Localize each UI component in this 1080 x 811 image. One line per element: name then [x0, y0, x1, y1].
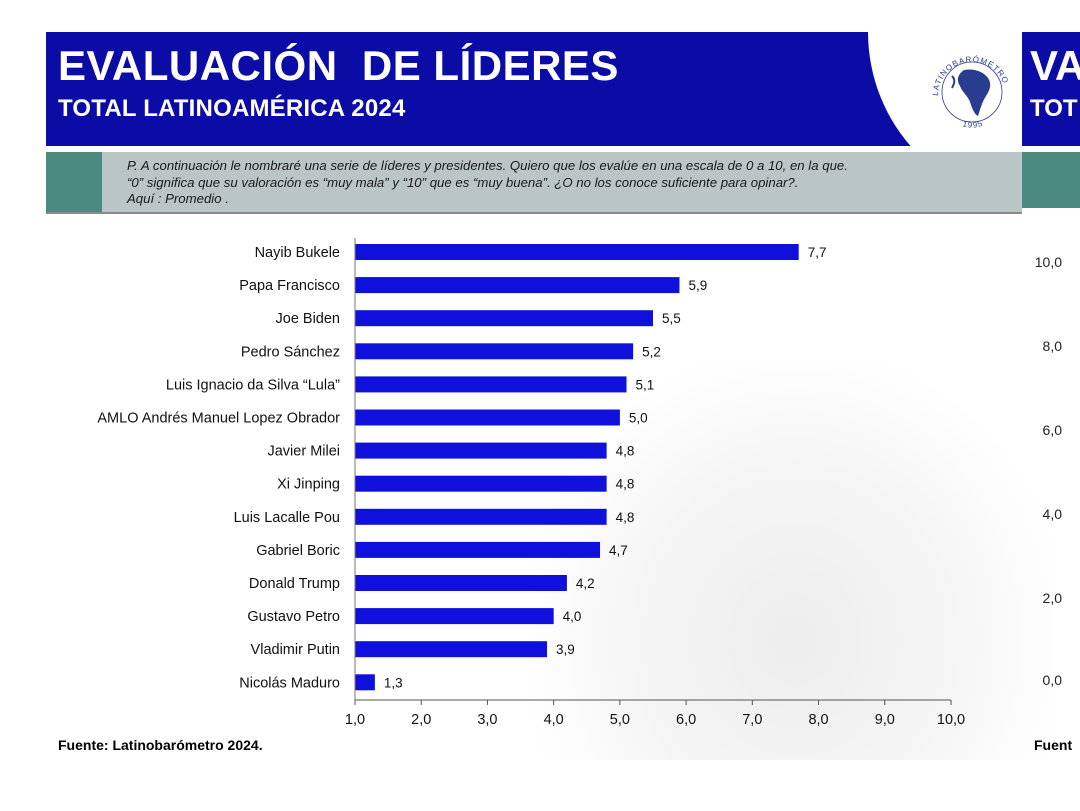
category-label: Papa Francisco: [239, 278, 340, 294]
x-tick-label: 8,0: [808, 712, 828, 728]
bar: [355, 674, 375, 691]
data-label: 4,8: [616, 510, 635, 525]
question-text: P. A continuación le nombraré una serie …: [127, 158, 1007, 208]
x-tick-label: 3,0: [477, 712, 497, 728]
bar: [355, 343, 634, 360]
x-tick-label: 7,0: [742, 712, 762, 728]
question-line-1: P. A continuación le nombraré una serie …: [127, 158, 848, 173]
data-label: 5,9: [688, 278, 707, 293]
bar: [355, 508, 607, 525]
category-label: Nicolás Maduro: [239, 675, 340, 691]
adjacent-axis-tick: 0,0: [1042, 672, 1062, 688]
data-label: 1,3: [384, 675, 403, 690]
category-label: Pedro Sánchez: [241, 344, 340, 360]
data-label: 4,7: [609, 543, 628, 558]
data-label: 3,9: [556, 642, 575, 657]
adjacent-slide-header: VA TOT: [1022, 32, 1080, 146]
category-label: Gustavo Petro: [247, 609, 340, 625]
adjacent-slide-title: VA: [1030, 42, 1080, 89]
category-label: Javier Milei: [267, 444, 340, 460]
adjacent-slide-accent: [1022, 152, 1080, 208]
bar: [355, 475, 607, 492]
bar: [355, 575, 567, 591]
category-label: Joe Biden: [276, 311, 341, 327]
bar: [355, 608, 554, 625]
data-label: 4,0: [563, 609, 582, 624]
category-label: AMLO Andrés Manuel Lopez Obrador: [97, 411, 340, 427]
x-tick-label: 6,0: [676, 712, 696, 728]
adjacent-axis-tick: 6,0: [1042, 422, 1062, 438]
data-label: 5,5: [662, 311, 681, 326]
data-label: 5,2: [642, 344, 661, 359]
bar: [355, 277, 680, 294]
adjacent-axis-tick: 10,0: [1034, 254, 1062, 270]
data-label: 5,1: [636, 377, 655, 392]
x-tick-label: 1,0: [345, 712, 365, 728]
page-title: EVALUACIÓN DE LÍDERES: [58, 42, 619, 89]
bar: [355, 310, 653, 327]
x-tick-label: 4,0: [544, 712, 564, 728]
category-label: Vladimir Putin: [251, 642, 340, 658]
bar: [355, 376, 627, 393]
bar: [355, 541, 601, 558]
question-underline: [46, 212, 1022, 214]
logo-text-bottom: 1995: [962, 119, 984, 130]
question-line-2: “0” significa que su valoración es “muy …: [127, 174, 799, 190]
adjacent-axis-tick: 2,0: [1042, 590, 1062, 606]
data-label: 4,2: [576, 576, 595, 591]
data-label: 4,8: [616, 477, 635, 492]
x-tick-label: 5,0: [610, 712, 630, 728]
barometer-watermark: [535, 360, 1055, 760]
adjacent-source-note: Fuent: [1034, 737, 1073, 753]
category-label: Donald Trump: [249, 576, 340, 592]
category-label: Nayib Bukele: [255, 245, 340, 261]
page-subtitle: TOTAL LATINOAMÉRICA 2024: [58, 95, 406, 122]
question-box: P. A continuación le nombraré una serie …: [46, 152, 1022, 214]
category-label: Gabriel Boric: [256, 543, 340, 559]
adjacent-axis-tick: 4,0: [1042, 506, 1062, 522]
x-tick-label: 10,0: [937, 712, 965, 728]
data-label: 7,7: [808, 245, 827, 260]
question-accent: [46, 152, 102, 214]
bar: [355, 442, 607, 459]
category-label: Xi Jinping: [277, 477, 340, 493]
x-tick-label: 9,0: [875, 712, 895, 728]
category-label: Luis Ignacio da Silva “Lula”: [166, 377, 340, 393]
adjacent-slide-subtitle: TOT: [1030, 95, 1078, 122]
svg-text:1995: 1995: [962, 119, 985, 130]
category-label: Luis Lacalle Pou: [234, 510, 340, 526]
question-line-3: Aquí : Promedio .: [127, 191, 229, 206]
bar: [355, 409, 620, 426]
adjacent-axis-tick: 8,0: [1042, 338, 1062, 354]
data-label: 5,0: [629, 411, 648, 426]
x-tick-label: 2,0: [411, 712, 431, 728]
leaders-bar-chart: Nayib Bukele 7,7 Papa Francisco 5,9 Joe Bide…: [97, 238, 965, 728]
bar: [355, 244, 799, 260]
latinobarometro-logo-icon: LATINOBARÓMETRO 1995: [931, 55, 1010, 130]
header-banner: EVALUACIÓN DE LÍDERES TOTAL LATINOAMÉRIC…: [46, 32, 1022, 146]
data-label: 4,8: [616, 444, 635, 459]
source-note: Fuente: Latinobarómetro 2024.: [58, 737, 263, 753]
bar: [355, 641, 548, 658]
